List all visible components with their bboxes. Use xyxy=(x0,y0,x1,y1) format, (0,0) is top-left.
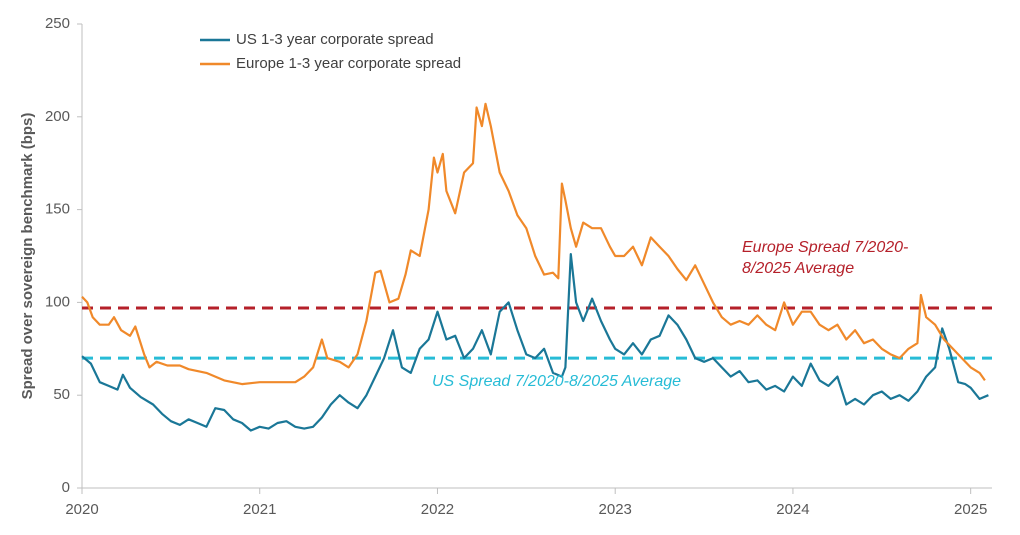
x-tick-label: 2024 xyxy=(776,501,809,518)
legend-label: Europe 1-3 year corporate spread xyxy=(236,55,461,72)
series-line xyxy=(81,253,989,432)
y-tick-label: 50 xyxy=(53,386,70,403)
x-tick-label: 2022 xyxy=(421,501,454,518)
x-tick-label: 2020 xyxy=(65,501,98,518)
y-tick-label: 100 xyxy=(45,293,70,310)
y-tick-label: 150 xyxy=(45,201,70,218)
x-tick-label: 2025 xyxy=(954,501,987,518)
legend-label: US 1-3 year corporate spread xyxy=(236,31,434,48)
average-annotation: Europe Spread 7/2020- xyxy=(742,239,908,256)
x-tick-label: 2023 xyxy=(599,501,632,518)
y-tick-label: 250 xyxy=(45,15,70,32)
y-axis-label: Spread over sovereign benchmark (bps) xyxy=(19,113,36,400)
y-tick-label: 0 xyxy=(62,479,70,496)
average-annotation: US Spread 7/2020-8/2025 Average xyxy=(432,373,681,390)
average-annotation: 8/2025 Average xyxy=(742,260,854,277)
y-tick-label: 200 xyxy=(45,108,70,125)
x-tick-label: 2021 xyxy=(243,501,276,518)
series-line xyxy=(81,102,986,386)
